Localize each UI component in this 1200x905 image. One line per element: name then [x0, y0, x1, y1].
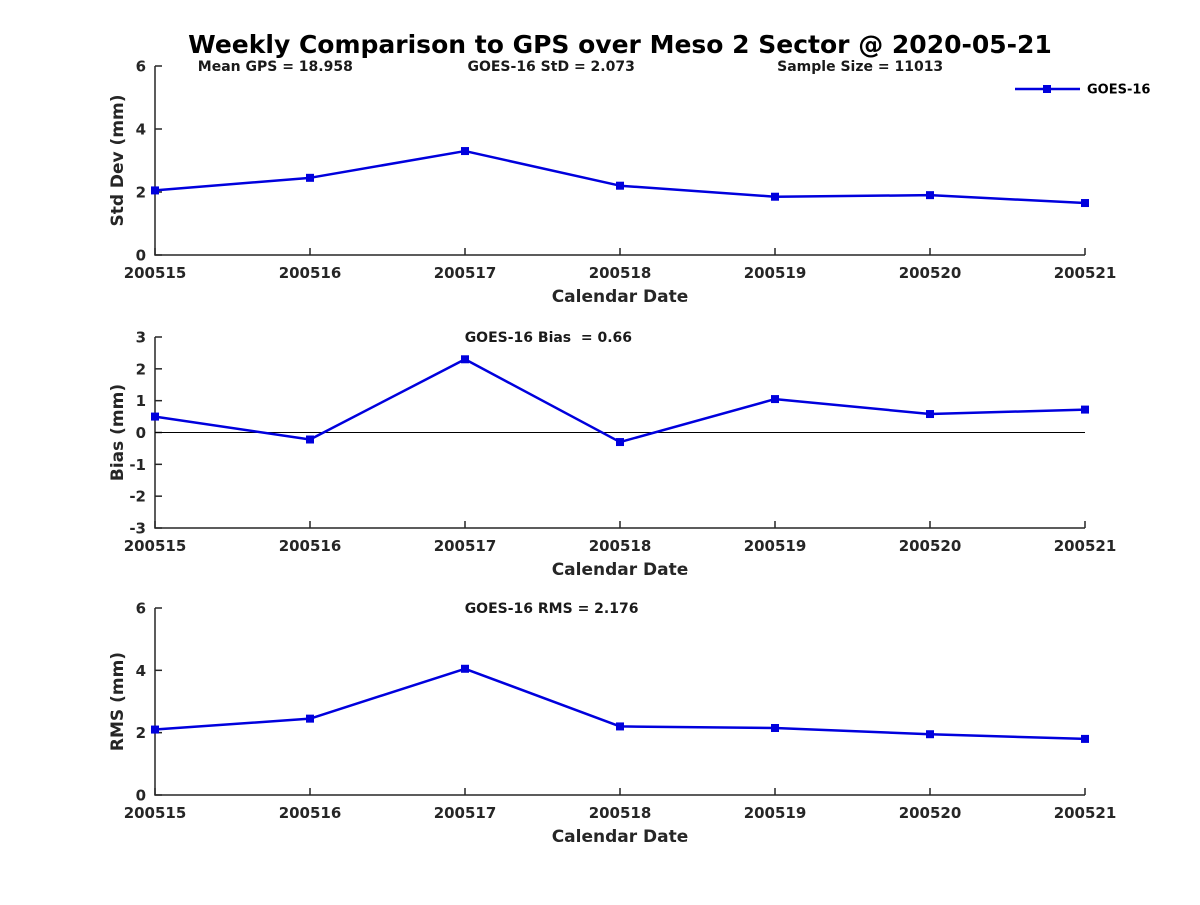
- y-tick-label: -1: [129, 456, 146, 474]
- data-point-marker: [461, 147, 469, 156]
- x-tick-label: 200521: [1054, 804, 1117, 822]
- x-axis-label: Calendar Date: [552, 287, 689, 307]
- stat-annotation: GOES-16 StD = 2.073: [467, 59, 634, 75]
- stat-annotation: GOES-16 RMS = 2.176: [465, 601, 639, 617]
- legend-label: GOES-16: [1087, 83, 1150, 98]
- axes-spines: [154, 608, 1085, 796]
- subplot-bias: -3 -2 -1 0 1 2 3 200515 200516 200517 200518 200519…: [108, 329, 1116, 581]
- x-tick-label: 200520: [899, 804, 962, 822]
- stat-annotation: Sample Size = 11013: [777, 59, 943, 75]
- x-tick-label: 200518: [589, 537, 652, 555]
- x-tick-label: 200519: [744, 264, 807, 282]
- stat-annotation: GOES-16 Bias = 0.66: [465, 330, 632, 346]
- data-point-marker: [1081, 199, 1089, 208]
- legend-marker-icon: [1043, 85, 1051, 93]
- figure-title: Weekly Comparison to GPS over Meso 2 Sec…: [188, 30, 1052, 59]
- x-tick-label: 200520: [899, 264, 962, 282]
- series-line: [154, 358, 1086, 444]
- data-point-marker: [616, 181, 624, 190]
- subplot-std-dev: 0 2 4 6 200515 200516 200517 200518 200519 200520…: [108, 58, 1116, 308]
- data-point-marker: [151, 186, 159, 195]
- axes-spines: [154, 66, 1085, 256]
- y-tick-label: 3: [136, 329, 146, 347]
- y-tick-label: 2: [136, 360, 146, 378]
- y-tick-label: 2: [136, 184, 146, 202]
- x-tick-label: 200520: [899, 537, 962, 555]
- data-point-marker: [306, 173, 314, 182]
- subplot-rms: 0 2 4 6 200515 200516 200517 200518 200519 200520…: [108, 600, 1116, 848]
- x-tick-label: 200521: [1054, 264, 1117, 282]
- x-tick-label: 200519: [744, 537, 807, 555]
- data-point-marker: [926, 410, 934, 419]
- data-point-marker: [771, 395, 779, 404]
- data-point-marker: [151, 725, 159, 734]
- data-point-marker: [616, 722, 624, 731]
- y-axis-label: RMS (mm): [108, 652, 128, 751]
- data-point-marker: [461, 664, 469, 673]
- x-axis-label: Calendar Date: [552, 827, 689, 847]
- x-tick-label: 200517: [434, 537, 497, 555]
- x-tick-label: 200518: [589, 804, 652, 822]
- data-point-marker: [1081, 734, 1089, 743]
- y-tick-label: 6: [136, 58, 146, 76]
- x-tick-label: 200515: [124, 804, 187, 822]
- y-tick-label: 0: [136, 247, 146, 265]
- x-tick-label: 200515: [124, 537, 187, 555]
- data-point-marker: [306, 714, 314, 723]
- x-tick-label: 200517: [434, 264, 497, 282]
- x-tick-label: 200521: [1054, 537, 1117, 555]
- y-axis-label: Std Dev (mm): [108, 94, 128, 226]
- data-point-marker: [306, 435, 314, 444]
- y-tick-label: 4: [136, 121, 146, 139]
- data-point-marker: [1081, 405, 1089, 414]
- x-tick-label: 200515: [124, 264, 187, 282]
- y-tick-label: -3: [129, 520, 146, 538]
- y-tick-label: 0: [136, 424, 146, 442]
- data-point-marker: [926, 730, 934, 739]
- data-point-marker: [771, 723, 779, 732]
- data-point-marker: [771, 192, 779, 201]
- x-tick-label: 200517: [434, 804, 497, 822]
- x-tick-label: 200516: [279, 804, 342, 822]
- x-tick-label: 200518: [589, 264, 652, 282]
- y-tick-label: 1: [136, 392, 146, 410]
- y-tick-label: 0: [136, 787, 146, 805]
- series-line: [154, 149, 1086, 205]
- data-point-marker: [461, 355, 469, 364]
- data-point-marker: [926, 191, 934, 200]
- y-tick-label: 2: [136, 724, 146, 742]
- y-axis-label: Bias (mm): [108, 384, 128, 481]
- data-point-marker: [616, 438, 624, 447]
- x-tick-label: 200516: [279, 537, 342, 555]
- subplots-container: 0 2 4 6 200515 200516 200517 200518 200519 200520…: [108, 58, 1116, 848]
- x-tick-label: 200519: [744, 804, 807, 822]
- legend: GOES-16: [1015, 83, 1150, 98]
- y-tick-label: 6: [136, 600, 146, 618]
- stat-annotation: Mean GPS = 18.958: [198, 59, 353, 75]
- x-axis-label: Calendar Date: [552, 560, 689, 580]
- x-tick-label: 200516: [279, 264, 342, 282]
- y-tick-label: -2: [129, 488, 146, 506]
- data-point-marker: [151, 412, 159, 421]
- y-tick-label: 4: [136, 662, 146, 680]
